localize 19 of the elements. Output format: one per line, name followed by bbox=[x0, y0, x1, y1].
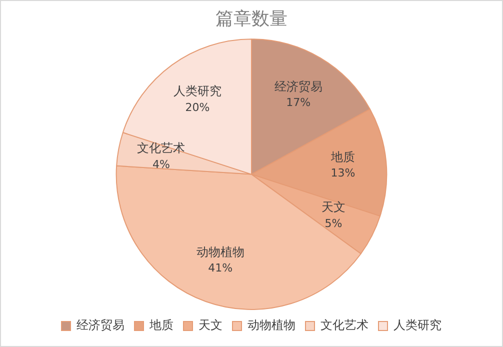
data-label: 41% bbox=[208, 262, 233, 275]
legend-label: 动物植物 bbox=[248, 318, 296, 332]
legend-label: 天文 bbox=[198, 318, 222, 332]
legend-label: 地质 bbox=[148, 318, 174, 332]
data-label: 4% bbox=[152, 158, 170, 171]
data-label: 17% bbox=[286, 96, 311, 110]
legend-label: 经济贸易 bbox=[76, 318, 124, 332]
slice-label: 天文 bbox=[321, 200, 346, 214]
slice-label: 地质 bbox=[330, 150, 356, 164]
data-label: 20% bbox=[185, 100, 210, 114]
legend-label: 文化艺术 bbox=[320, 318, 368, 332]
chart-title: 篇章数量 bbox=[216, 8, 288, 30]
data-label: 13% bbox=[330, 166, 356, 180]
slice-label: 经济贸易 bbox=[274, 79, 322, 94]
legend-label: 人类研究 bbox=[394, 318, 442, 332]
data-label: 5% bbox=[324, 216, 342, 230]
slice-label: 人类研究 bbox=[173, 84, 222, 98]
slice-label: 动物植物 bbox=[196, 244, 244, 259]
slice-label: 文化艺术 bbox=[137, 141, 186, 156]
